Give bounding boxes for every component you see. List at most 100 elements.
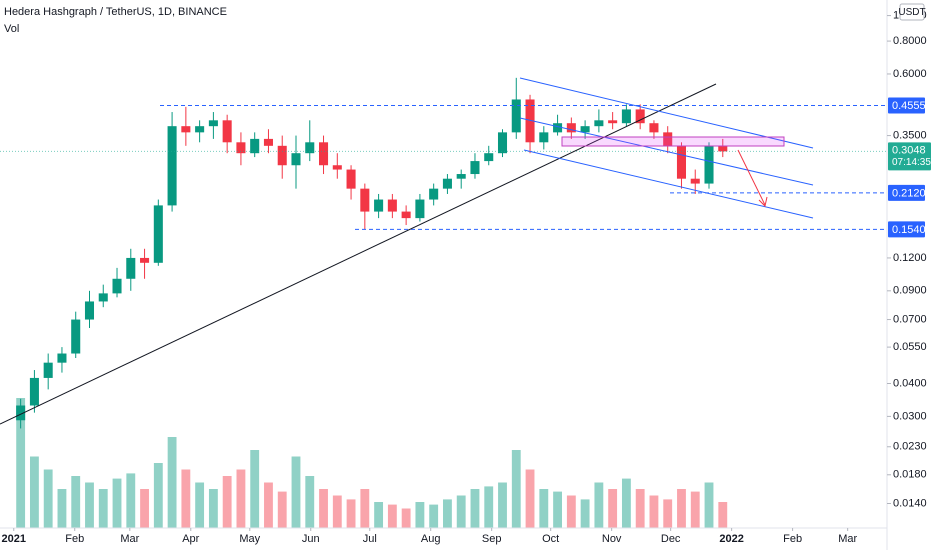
candle-body [112, 278, 122, 294]
volume-bar [29, 456, 39, 528]
candle-body [497, 132, 508, 154]
candle-body [690, 178, 700, 184]
x-tick-label: 2021 [2, 533, 26, 545]
candle-body [539, 132, 549, 143]
volume-bar [85, 482, 94, 528]
volume-bar [112, 478, 122, 528]
volume-bar [291, 456, 301, 528]
channel-lower [523, 149, 814, 219]
y-tick-label: 0.0230 [893, 441, 927, 453]
candle-body [456, 174, 466, 179]
level-label: 0.1540 [892, 224, 926, 236]
volume-bar [153, 463, 163, 528]
volume-bar [470, 489, 480, 528]
volume-bar [236, 469, 246, 528]
arrow-head [758, 196, 768, 207]
x-tick-label: Jun [302, 533, 320, 545]
y-tick-label: 0.1200 [893, 252, 927, 264]
volume-bar [98, 489, 108, 528]
y-tick-label: 0.0300 [893, 410, 927, 422]
y-tick-label: 0.0550 [893, 341, 927, 353]
volume-bar [663, 499, 673, 528]
volume-bar [649, 495, 659, 528]
volume-bar [387, 504, 397, 528]
candle-body [43, 362, 53, 378]
candle-body [291, 153, 301, 166]
candle-body [250, 138, 260, 154]
volume-bar [498, 482, 507, 528]
volume-bar [594, 482, 604, 528]
candle-body [195, 126, 205, 133]
level-label: 0.4555 [892, 100, 926, 112]
volume-bar [690, 491, 700, 528]
y-tick-label: 0.0900 [893, 285, 927, 297]
candle-body [608, 120, 618, 124]
candle-body [360, 188, 370, 212]
volume-bar [277, 491, 287, 528]
candle-body [222, 120, 232, 143]
volume-bar [525, 469, 535, 528]
candle-body [236, 142, 246, 154]
candle-body [663, 132, 673, 146]
volume-bar [332, 495, 342, 528]
x-tick-label: Nov [602, 533, 622, 545]
y-tick-label: 0.0700 [893, 313, 927, 325]
currency: USDT [898, 7, 925, 18]
candle-body [470, 161, 480, 175]
candle-body [208, 120, 218, 127]
volume-bar [456, 495, 466, 528]
y-tick-label: 0.0180 [893, 469, 927, 481]
volume-bar [250, 450, 260, 528]
candle-body [429, 188, 439, 200]
volume-bar [429, 504, 439, 528]
volume-bar [43, 469, 53, 528]
x-tick-label: Aug [421, 533, 441, 545]
y-tick-label: 0.0140 [893, 497, 927, 509]
candle-body [98, 293, 108, 302]
candle-body [16, 405, 26, 421]
x-tick-label: May [239, 533, 260, 545]
volume-bar [16, 398, 26, 528]
volume-bar [208, 489, 218, 528]
x-tick-label: Feb [65, 533, 84, 545]
volume-bar [484, 486, 494, 528]
volume-bar [511, 450, 521, 528]
countdown: 07:14:35 [892, 157, 931, 168]
x-tick-label: Feb [783, 533, 802, 545]
candle-body [566, 123, 576, 133]
volume-bar [566, 495, 576, 528]
volume-bar [553, 491, 562, 528]
volume-bar [539, 489, 549, 528]
candle-body [704, 145, 714, 184]
volume-bar [140, 489, 149, 528]
volume-bar [360, 489, 370, 528]
candle-body [71, 319, 81, 354]
y-tick-label: 0.6000 [893, 68, 927, 80]
volume-bar [305, 476, 315, 528]
candle-body [718, 145, 728, 152]
level-label-box [888, 97, 925, 114]
candle-body [305, 142, 315, 154]
volume-bar [677, 489, 686, 528]
chart-title: Hedera Hashgraph / TetherUS, 1D, BINANCE [4, 6, 227, 18]
arrow [737, 149, 766, 206]
candle-body [484, 153, 494, 162]
volume-bar [71, 476, 81, 528]
level-label-box [888, 184, 925, 201]
candle-body [374, 199, 384, 212]
volume-bar [608, 489, 618, 528]
x-tick-label: Mar [120, 533, 139, 545]
candle-body [676, 145, 686, 179]
candle-body [84, 301, 95, 320]
candle-body [140, 257, 150, 263]
volume-bar [181, 469, 191, 528]
x-tick-label: Sep [482, 533, 502, 545]
candle-body [580, 126, 590, 133]
volume-bar [126, 473, 136, 528]
candle-body [401, 211, 411, 219]
currency-box [899, 3, 925, 21]
volume-bar [621, 478, 631, 528]
volume-label: Vol [4, 23, 19, 35]
volume-bar [319, 489, 328, 528]
